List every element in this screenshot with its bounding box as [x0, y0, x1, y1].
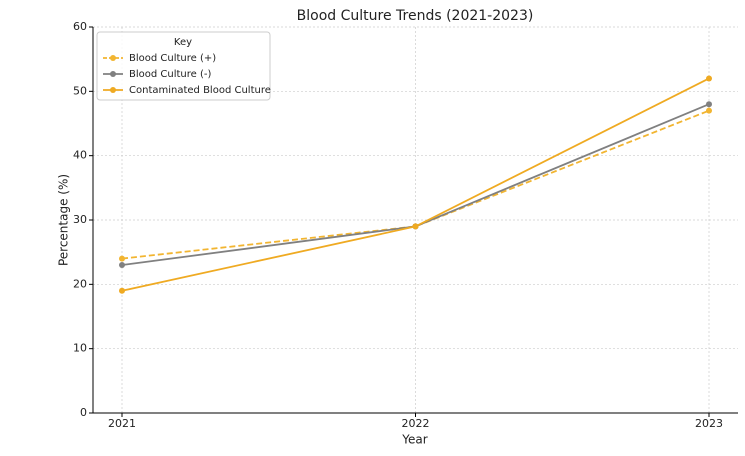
legend-label: Blood Culture (+) [129, 53, 216, 64]
legend-box [96, 31, 271, 101]
y-tick-label: 20 [73, 277, 87, 290]
point [706, 101, 712, 108]
x-tick-label: 2021 [108, 417, 136, 430]
point [119, 255, 125, 262]
y-tick-label: 30 [73, 213, 87, 226]
point [706, 75, 712, 82]
point [119, 287, 125, 294]
legend-marker [110, 71, 116, 77]
line [121, 109, 710, 260]
point [119, 262, 125, 269]
y-axis-label: Percentage (%) [57, 174, 71, 266]
legend-label: Contaminated Blood Culture [129, 85, 271, 96]
legend-title: Key [174, 37, 192, 48]
legend-marker [110, 55, 116, 61]
y-tick-label: 40 [73, 149, 87, 162]
x-tick-label: 2022 [402, 417, 430, 430]
legend-label: Blood Culture (-) [129, 69, 211, 80]
x-axis-label: Year [401, 433, 427, 447]
y-tick-label: 60 [73, 20, 87, 33]
y-tick-label: 50 [73, 84, 87, 97]
point [706, 107, 712, 114]
y-tick-label: 10 [73, 342, 87, 355]
y-tick-label: 0 [80, 406, 87, 419]
chart-title: Blood Culture Trends (2021-2023) [297, 8, 534, 24]
x-tick-label: 2023 [695, 417, 723, 430]
legend-marker [110, 87, 116, 93]
point [412, 223, 419, 230]
